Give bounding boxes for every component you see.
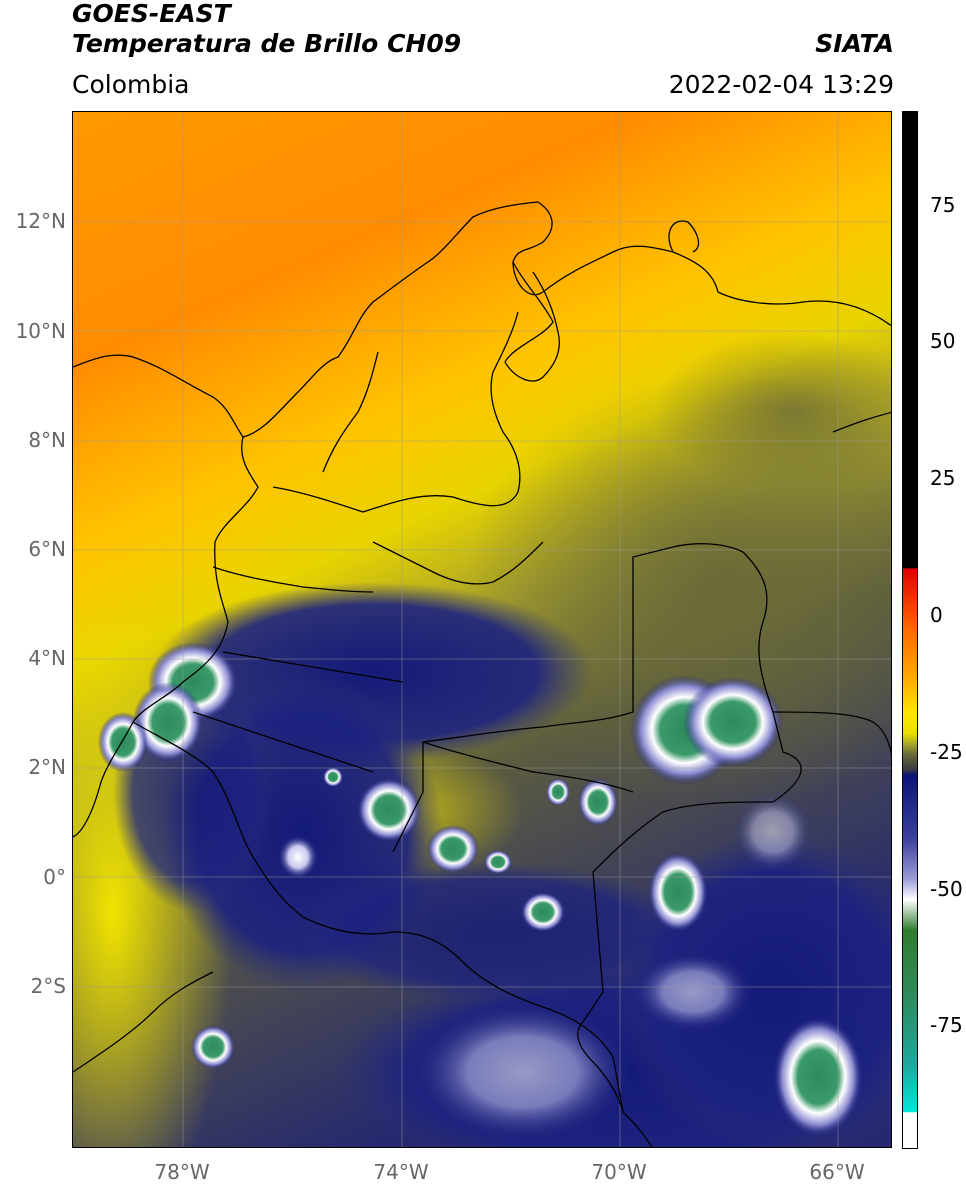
lat-tick-4n: 4°N (28, 646, 66, 670)
lat-tick-10n: 10°N (15, 319, 66, 343)
lat-tick-8n: 8°N (28, 428, 66, 452)
colorbar-tick-minus75: -75 (930, 1013, 963, 1037)
lon-tick-66w: 66°W (809, 1160, 865, 1184)
lat-tick-2s: 2°S (30, 974, 66, 998)
brightness-temperature-map (72, 111, 892, 1148)
lat-tick-12n: 12°N (15, 209, 66, 233)
colorbar-tick-25: 25 (930, 466, 956, 490)
colorbar-tick-minus50: -50 (930, 877, 963, 901)
timestamp-label: 2022-02-04 13:29 (668, 70, 894, 99)
colorbar-tick-minus25: -25 (930, 740, 963, 764)
lat-tick-2n: 2°N (28, 755, 66, 779)
map-canvas (73, 112, 891, 1147)
colorbar-tick-75: 75 (930, 193, 956, 217)
lat-tick-6n: 6°N (28, 537, 66, 561)
colorbar-tick-0: 0 (930, 603, 943, 627)
lon-tick-78w: 78°W (154, 1160, 210, 1184)
colorbar-gradient (903, 112, 917, 1148)
lon-tick-70w: 70°W (591, 1160, 647, 1184)
lon-tick-74w: 74°W (373, 1160, 429, 1184)
satellite-title: GOES-EAST (72, 0, 231, 28)
lat-tick-0: 0° (43, 865, 66, 889)
region-label: Colombia (72, 70, 190, 99)
colorbar (902, 111, 918, 1149)
agency-label: SIATA (815, 29, 894, 58)
product-title: Temperatura de Brillo CH09 (72, 29, 462, 58)
colorbar-tick-50: 50 (930, 329, 956, 353)
coastlines-borders (73, 201, 891, 1147)
